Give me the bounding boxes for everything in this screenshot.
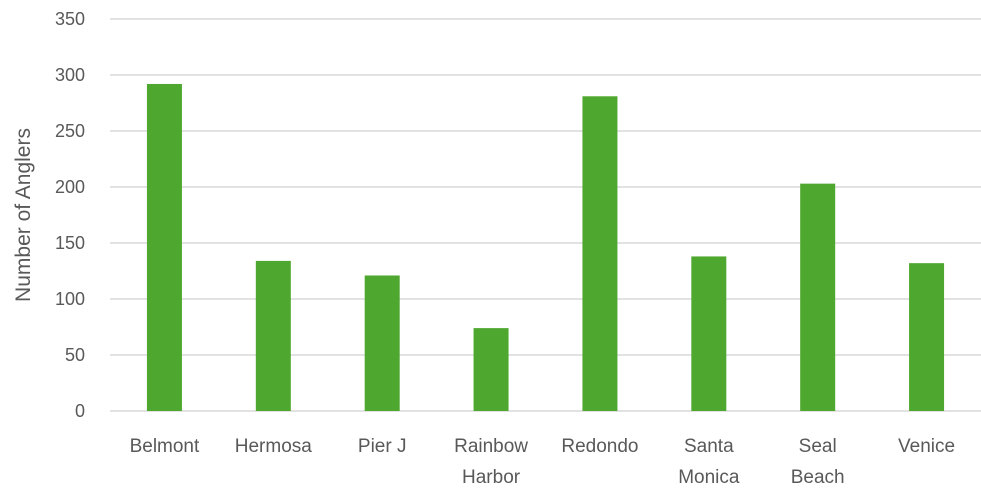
bars (146, 83, 945, 412)
x-category-label: Belmont (130, 436, 200, 457)
y-tick-label: 300 (55, 65, 85, 85)
x-category-label: Hermosa (235, 436, 313, 457)
x-category-label: Seal Beach (791, 436, 845, 487)
x-axis-labels: Belmont Hermosa Pier J Rainbow Harbor Redondo… (130, 436, 956, 488)
y-tick-label: 200 (55, 177, 85, 197)
x-category-label: Pier J (358, 436, 407, 457)
bar-belmont (146, 83, 182, 412)
x-category-label: Venice (898, 436, 955, 457)
y-tick-label: 150 (55, 233, 85, 253)
bar-redondo (582, 96, 618, 411)
y-axis-title: Number of Anglers (12, 128, 35, 302)
y-tick-label: 250 (55, 121, 85, 141)
y-tick-label: 0 (75, 401, 85, 421)
y-tick-label: 100 (55, 289, 85, 309)
y-tick-label: 50 (65, 345, 85, 365)
bar-santa-monica (691, 256, 727, 411)
bar-rainbow-harbor (473, 328, 509, 411)
gridlines (110, 18, 981, 412)
bar-venice (909, 263, 945, 411)
x-category-label: Redondo (561, 436, 638, 457)
x-category-label: Santa Monica (678, 436, 740, 487)
bar-hermosa (255, 260, 291, 411)
y-axis-ticks: 0 50 100 150 200 250 300 350 (55, 9, 85, 421)
bar-pier-j (364, 275, 400, 411)
bar-seal-beach (800, 183, 836, 411)
x-category-label: Rainbow Harbor (454, 436, 528, 487)
y-tick-label: 350 (55, 9, 85, 29)
